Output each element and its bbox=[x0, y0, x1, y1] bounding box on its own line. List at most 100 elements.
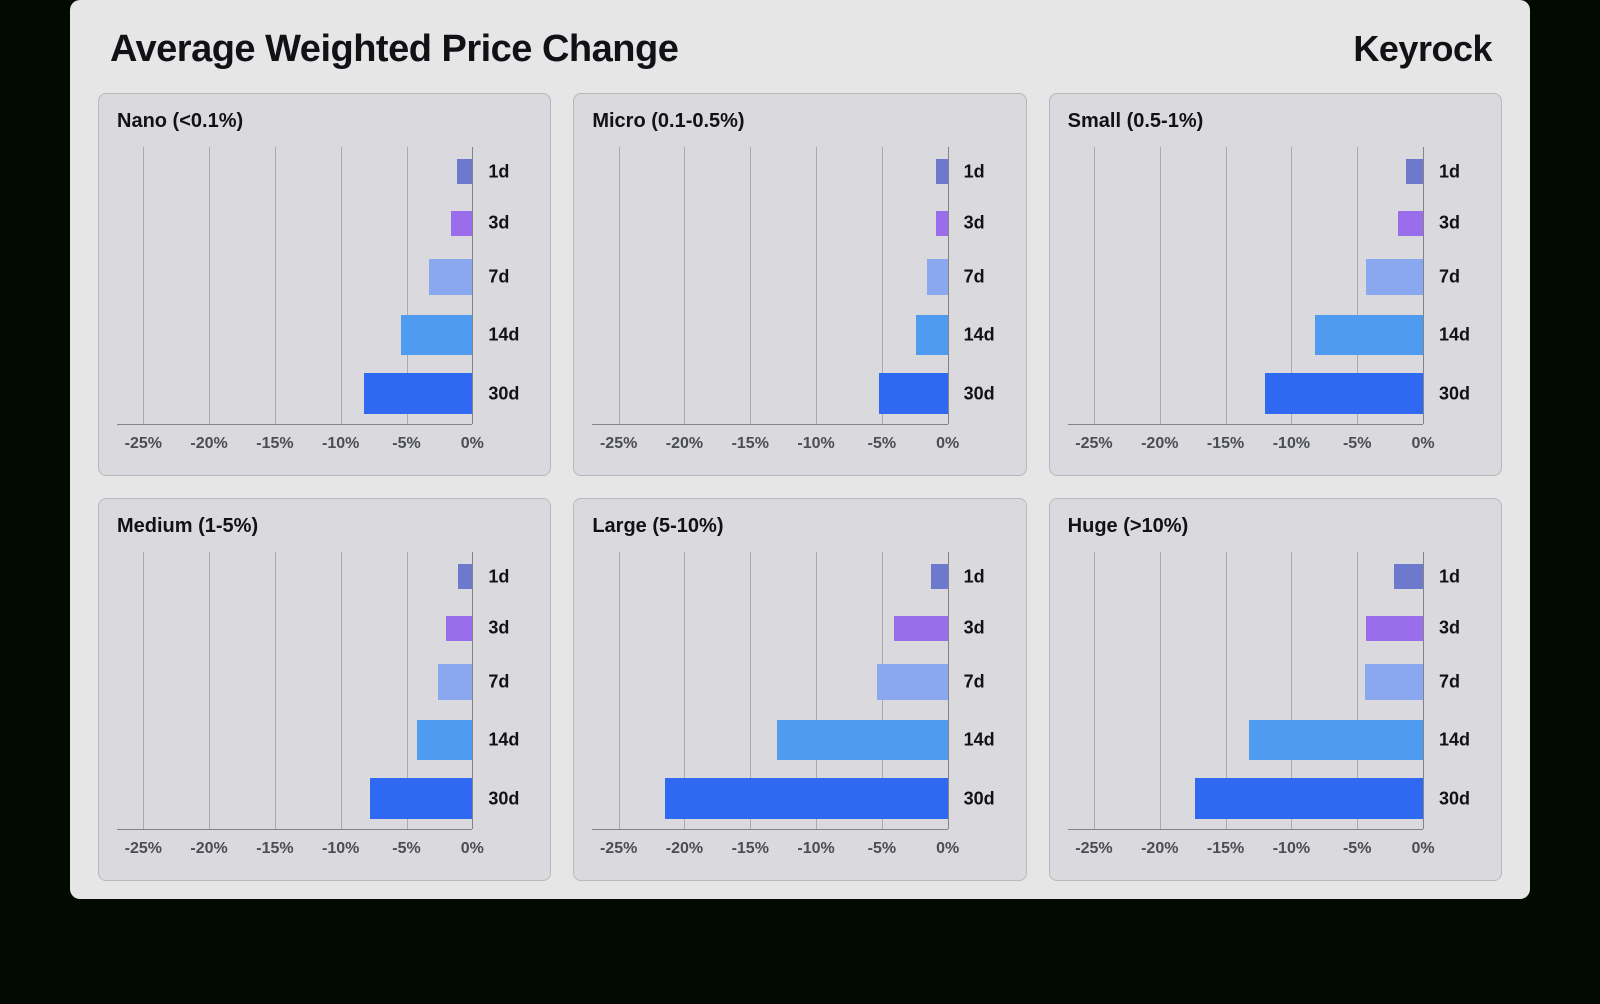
bar: 30d bbox=[364, 373, 472, 415]
bar: 14d bbox=[1315, 315, 1423, 355]
bar-label: 14d bbox=[1439, 730, 1470, 751]
page-title: Average Weighted Price Change bbox=[110, 28, 678, 71]
gridline bbox=[750, 147, 751, 424]
chart-panel: Nano (<0.1%)1d3d7d14d30d-25%-20%-15%-10%… bbox=[98, 93, 551, 476]
x-axis-label: -15% bbox=[1207, 840, 1244, 858]
bar-label: 14d bbox=[1439, 325, 1470, 346]
bar-label: 3d bbox=[964, 618, 985, 639]
x-axis-label: -10% bbox=[797, 435, 834, 453]
x-axis-label: -25% bbox=[600, 840, 637, 858]
bar-label: 1d bbox=[1439, 161, 1460, 182]
bar-label: 30d bbox=[964, 383, 995, 404]
x-axis-label: -20% bbox=[190, 840, 227, 858]
bar: 3d bbox=[451, 211, 472, 236]
gridline bbox=[948, 147, 949, 424]
bar: 7d bbox=[1365, 664, 1423, 700]
bar: 14d bbox=[417, 720, 472, 760]
gridline bbox=[341, 147, 342, 424]
x-axis-label: -20% bbox=[190, 435, 227, 453]
bar-label: 14d bbox=[964, 325, 995, 346]
x-axis-label: -10% bbox=[1273, 435, 1310, 453]
x-axis-label: -5% bbox=[868, 435, 896, 453]
bar-label: 7d bbox=[488, 672, 509, 693]
x-axis-label: -10% bbox=[322, 435, 359, 453]
brand-logo: Keyrock bbox=[1353, 28, 1492, 70]
plot-area: 1d3d7d14d30d bbox=[592, 552, 947, 830]
panel-title: Small (0.5-1%) bbox=[1068, 110, 1483, 133]
gridline bbox=[1226, 147, 1227, 424]
plot-area: 1d3d7d14d30d bbox=[117, 552, 472, 830]
plot-area: 1d3d7d14d30d bbox=[117, 147, 472, 425]
gridline bbox=[209, 552, 210, 829]
x-axis-label: -25% bbox=[1075, 840, 1112, 858]
x-axis-label: 0% bbox=[1411, 840, 1434, 858]
canvas: Average Weighted Price Change Keyrock Na… bbox=[70, 0, 1530, 899]
gridline bbox=[619, 552, 620, 829]
bar-label: 1d bbox=[964, 566, 985, 587]
bar-label: 7d bbox=[1439, 267, 1460, 288]
bar-label: 3d bbox=[964, 213, 985, 234]
bar-label: 30d bbox=[1439, 788, 1470, 809]
bar: 1d bbox=[936, 159, 948, 184]
gridline bbox=[684, 147, 685, 424]
bar: 14d bbox=[401, 315, 472, 355]
bar-label: 30d bbox=[964, 788, 995, 809]
x-axis-label: -25% bbox=[1075, 435, 1112, 453]
bar: 1d bbox=[458, 564, 472, 589]
gridline bbox=[1423, 147, 1424, 424]
x-axis-label: -15% bbox=[256, 840, 293, 858]
x-axis-label: -20% bbox=[1141, 435, 1178, 453]
chart-area: 1d3d7d14d30d-25%-20%-15%-10%-5%0% bbox=[592, 143, 1007, 465]
bar: 7d bbox=[877, 664, 948, 700]
bar-label: 1d bbox=[964, 161, 985, 182]
x-axis-label: -5% bbox=[392, 840, 420, 858]
x-axis-label: -5% bbox=[1343, 435, 1371, 453]
bar: 7d bbox=[429, 259, 472, 295]
gridline bbox=[1094, 552, 1095, 829]
x-axis-label: -20% bbox=[1141, 840, 1178, 858]
bar: 3d bbox=[1366, 616, 1423, 641]
x-axis-label: -25% bbox=[125, 435, 162, 453]
gridline bbox=[209, 147, 210, 424]
bar: 1d bbox=[931, 564, 948, 589]
chart-panel: Micro (0.1-0.5%)1d3d7d14d30d-25%-20%-15%… bbox=[573, 93, 1026, 476]
bar-label: 3d bbox=[1439, 213, 1460, 234]
gridline bbox=[619, 147, 620, 424]
x-axis-label: -5% bbox=[868, 840, 896, 858]
bar-label: 7d bbox=[964, 672, 985, 693]
bar-label: 30d bbox=[1439, 383, 1470, 404]
header: Average Weighted Price Change Keyrock bbox=[110, 28, 1492, 71]
gridline bbox=[472, 147, 473, 424]
bar-label: 30d bbox=[488, 383, 519, 404]
bar: 30d bbox=[665, 778, 948, 820]
chart-panel: Huge (>10%)1d3d7d14d30d-25%-20%-15%-10%-… bbox=[1049, 498, 1502, 881]
bar-label: 7d bbox=[1439, 672, 1460, 693]
gridline bbox=[1423, 552, 1424, 829]
x-axis-label: -10% bbox=[797, 840, 834, 858]
gridline bbox=[1160, 147, 1161, 424]
chart-area: 1d3d7d14d30d-25%-20%-15%-10%-5%0% bbox=[1068, 143, 1483, 465]
bar: 7d bbox=[438, 664, 472, 700]
bar-label: 1d bbox=[1439, 566, 1460, 587]
x-axis-label: 0% bbox=[461, 840, 484, 858]
panel-title: Medium (1-5%) bbox=[117, 515, 532, 538]
chart-panel: Medium (1-5%)1d3d7d14d30d-25%-20%-15%-10… bbox=[98, 498, 551, 881]
bar-label: 3d bbox=[488, 213, 509, 234]
page: Average Weighted Price Change Keyrock Na… bbox=[70, 0, 1530, 899]
bar: 30d bbox=[1195, 778, 1423, 820]
bar-label: 14d bbox=[488, 325, 519, 346]
x-axis-label: 0% bbox=[1411, 435, 1434, 453]
bar: 30d bbox=[879, 373, 947, 415]
bar: 1d bbox=[1406, 159, 1423, 184]
bar: 7d bbox=[1366, 259, 1423, 295]
x-axis-label: -20% bbox=[666, 435, 703, 453]
x-axis-label: -10% bbox=[322, 840, 359, 858]
gridline bbox=[472, 552, 473, 829]
bar-label: 30d bbox=[488, 788, 519, 809]
panel-title: Large (5-10%) bbox=[592, 515, 1007, 538]
x-axis-label: 0% bbox=[461, 435, 484, 453]
x-axis: -25%-20%-15%-10%-5%0% bbox=[592, 830, 947, 870]
bar: 7d bbox=[927, 259, 948, 295]
plot-area: 1d3d7d14d30d bbox=[1068, 552, 1423, 830]
x-axis-label: -20% bbox=[666, 840, 703, 858]
